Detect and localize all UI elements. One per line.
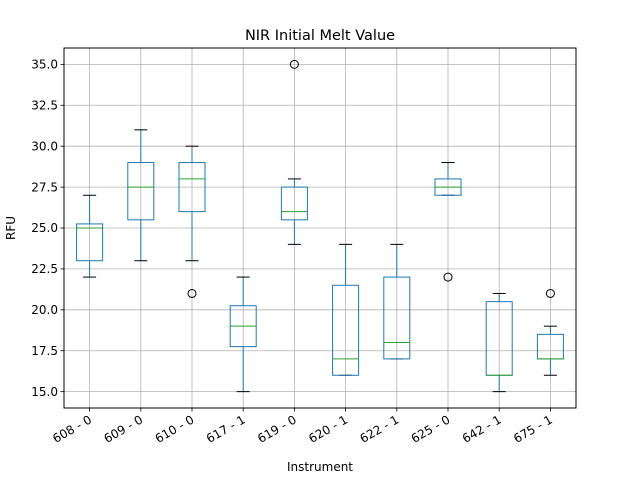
x-tick-label: 610 - 0 bbox=[153, 412, 197, 445]
box-622-1 bbox=[383, 243, 411, 360]
y-tick-label: 17.5 bbox=[31, 344, 58, 358]
y-tick-label: 22.5 bbox=[31, 262, 58, 276]
x-tick-label: 625 - 0 bbox=[409, 412, 453, 445]
y-tick-label: 15.0 bbox=[31, 385, 58, 399]
iqr-box bbox=[332, 284, 360, 376]
box-619-0 bbox=[280, 59, 308, 245]
x-axis-label: Instrument bbox=[287, 460, 353, 474]
iqr-box bbox=[178, 162, 206, 213]
outlier-point bbox=[443, 272, 453, 282]
iqr-box bbox=[280, 186, 308, 221]
box-625-0 bbox=[434, 162, 462, 282]
outlier-point bbox=[289, 59, 299, 69]
x-tick-label: 642 - 1 bbox=[460, 412, 504, 445]
y-tick-label: 20.0 bbox=[31, 303, 58, 317]
x-tick-label: 620 - 1 bbox=[306, 412, 350, 445]
box-608-0 bbox=[76, 194, 104, 278]
outlier-point bbox=[545, 288, 555, 298]
x-tick-label: 619 - 0 bbox=[255, 412, 299, 445]
iqr-box bbox=[127, 162, 155, 221]
x-tick-label: 609 - 0 bbox=[101, 412, 145, 445]
iqr-box bbox=[383, 276, 411, 360]
y-tick-label: 25.0 bbox=[31, 221, 58, 235]
y-tick-label: 27.5 bbox=[31, 180, 58, 194]
outlier-point bbox=[187, 288, 197, 298]
iqr-box bbox=[76, 223, 104, 262]
x-tick-label: 675 - 1 bbox=[511, 412, 555, 445]
box-620-1 bbox=[332, 243, 360, 376]
x-tick-label: 622 - 1 bbox=[357, 412, 401, 445]
box-617-1 bbox=[229, 276, 257, 393]
x-axis: 608 - 0 609 - 0 610 - 0 617 - 1 619 - 0 620 -… bbox=[50, 408, 555, 446]
box-610-0 bbox=[178, 145, 206, 298]
box-609-0 bbox=[127, 129, 155, 262]
box-642-1 bbox=[485, 292, 513, 393]
x-tick-label: 617 - 1 bbox=[204, 412, 248, 445]
y-tick-label: 35.0 bbox=[31, 58, 58, 72]
y-axis: 15.0 17.5 20.0 22.5 25.0 27.5 30.0 32.5 35.0 bbox=[31, 58, 64, 399]
x-tick-label: 608 - 0 bbox=[50, 412, 94, 445]
box-675-1 bbox=[536, 288, 564, 376]
y-axis-label: RFU bbox=[4, 216, 18, 240]
chart-title: NIR Initial Melt Value bbox=[245, 28, 395, 44]
plot-elements bbox=[76, 59, 564, 393]
y-tick-label: 32.5 bbox=[31, 98, 58, 112]
y-tick-label: 30.0 bbox=[31, 139, 58, 153]
